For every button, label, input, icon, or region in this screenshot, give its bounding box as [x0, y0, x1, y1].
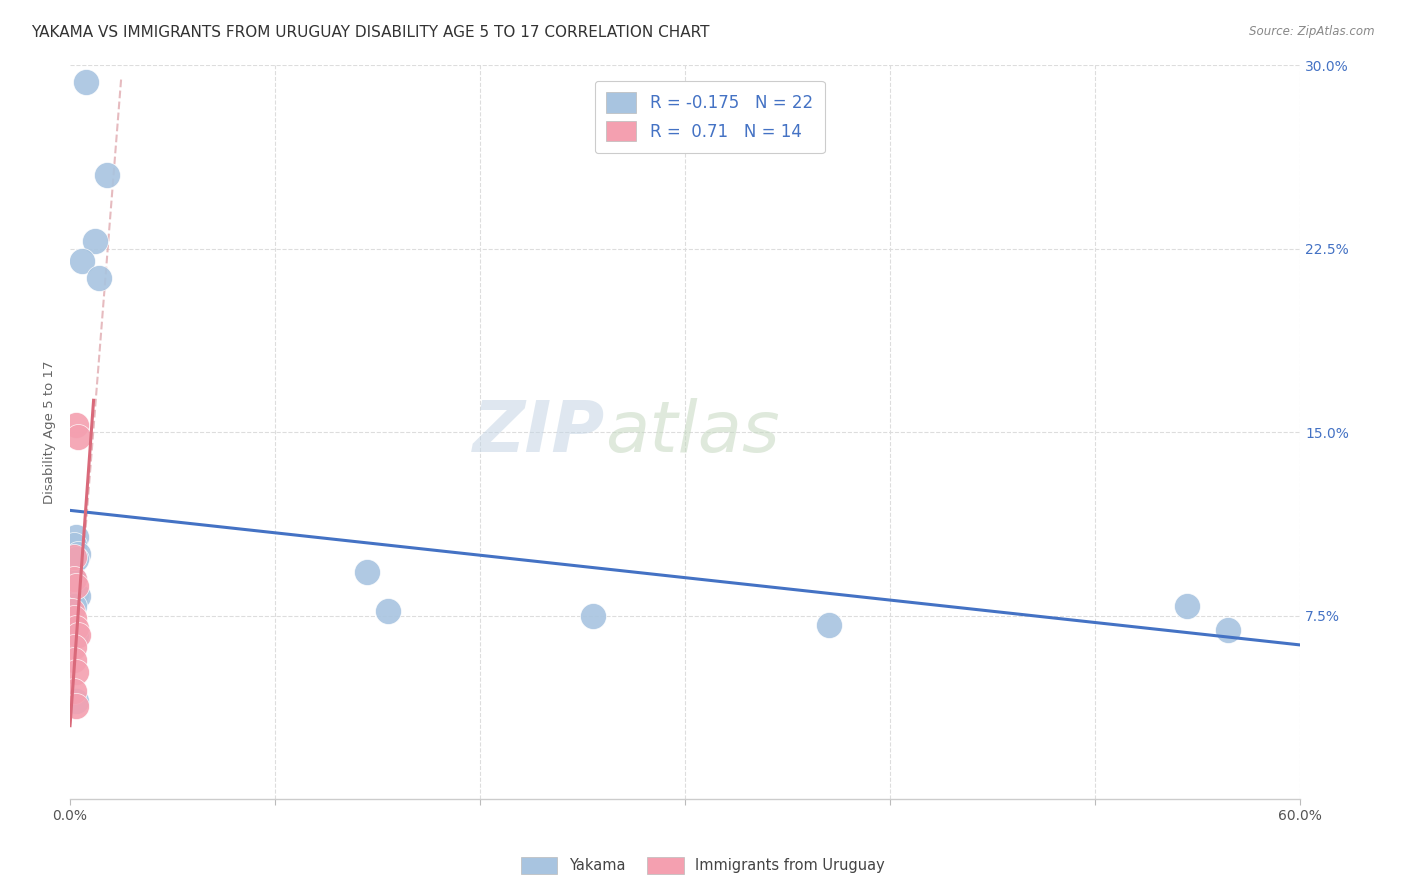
- Text: ZIP: ZIP: [472, 398, 605, 467]
- Point: [63, 538, 86, 552]
- Point: [67, 589, 90, 603]
- Point: [67, 628, 90, 642]
- Point: [582, 608, 605, 623]
- Point: [65, 628, 87, 642]
- Legend: Yakama, Immigrants from Uruguay: Yakama, Immigrants from Uruguay: [515, 851, 891, 880]
- Point: [60, 604, 83, 618]
- Point: [65, 699, 87, 714]
- Point: [65, 665, 87, 679]
- Point: [63, 611, 86, 625]
- Point: [65, 552, 87, 566]
- Point: [65, 530, 87, 544]
- Point: [356, 565, 378, 579]
- Text: Source: ZipAtlas.com: Source: ZipAtlas.com: [1250, 25, 1375, 38]
- Point: [1218, 624, 1240, 638]
- Point: [65, 417, 87, 432]
- Point: [65, 579, 87, 593]
- Point: [63, 684, 86, 698]
- Point: [65, 694, 87, 708]
- Point: [63, 640, 86, 655]
- Y-axis label: Disability Age 5 to 17: Disability Age 5 to 17: [44, 360, 56, 504]
- Point: [63, 582, 86, 596]
- Point: [65, 586, 87, 600]
- Point: [377, 604, 399, 618]
- Point: [63, 599, 86, 613]
- Point: [63, 572, 86, 586]
- Point: [63, 549, 86, 564]
- Point: [96, 168, 118, 182]
- Point: [75, 75, 97, 89]
- Point: [83, 234, 105, 248]
- Point: [87, 271, 110, 285]
- Point: [67, 548, 90, 562]
- Point: [67, 430, 90, 444]
- Point: [65, 621, 87, 635]
- Point: [72, 253, 94, 268]
- Legend: R = -0.175   N = 22, R =  0.71   N = 14: R = -0.175 N = 22, R = 0.71 N = 14: [595, 81, 824, 153]
- Point: [63, 652, 86, 666]
- Point: [63, 572, 86, 586]
- Point: [1175, 599, 1198, 613]
- Text: atlas: atlas: [605, 398, 780, 467]
- Point: [817, 618, 839, 632]
- Text: YAKAMA VS IMMIGRANTS FROM URUGUAY DISABILITY AGE 5 TO 17 CORRELATION CHART: YAKAMA VS IMMIGRANTS FROM URUGUAY DISABI…: [31, 25, 710, 40]
